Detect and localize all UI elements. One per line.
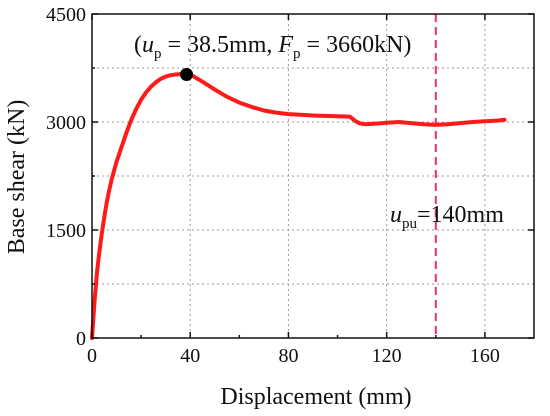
peak-annotation-f-text: = 3660kN) <box>301 32 412 58</box>
y-tick-label: 4500 <box>46 4 86 26</box>
peak-annotation-open: ( <box>134 32 142 58</box>
grid-lines <box>92 14 534 338</box>
series-group <box>90 67 507 340</box>
peak-annotation-u-text: = 38.5mm, <box>162 32 279 58</box>
peak-annotation-u-sub: p <box>154 46 162 62</box>
y-tick-label: 1500 <box>46 220 86 242</box>
peak-point-marker <box>180 67 194 81</box>
peak-annotation-f-var: F <box>277 32 293 58</box>
x-tick-label: 160 <box>470 345 500 367</box>
ultimate-annotation-text: =140mm <box>417 202 504 228</box>
peak-annotation-f-sub: p <box>293 46 301 62</box>
peak-annotation-u-var: u <box>142 32 154 58</box>
x-tick-label: 80 <box>278 345 298 367</box>
peak-annotation: (up = 38.5mm, Fp = 3660kN) <box>134 32 411 62</box>
ultimate-annotation-var: u <box>390 202 402 228</box>
axis-ticks: 0 40 80 120 160 0 1500 3000 4500 <box>46 4 534 367</box>
y-axis-title: Base shear (kN) <box>4 100 30 255</box>
x-tick-label: 0 <box>87 345 97 367</box>
ultimate-annotation-sub: pu <box>402 216 418 232</box>
ultimate-annotation: upu=140mm <box>390 202 504 232</box>
series-line <box>90 72 507 340</box>
y-tick-label: 3000 <box>46 112 86 134</box>
x-tick-label: 120 <box>372 345 402 367</box>
y-tick-label: 0 <box>76 328 86 350</box>
x-axis-title: Displacement (mm) <box>220 384 411 410</box>
x-tick-label: 40 <box>180 345 200 367</box>
